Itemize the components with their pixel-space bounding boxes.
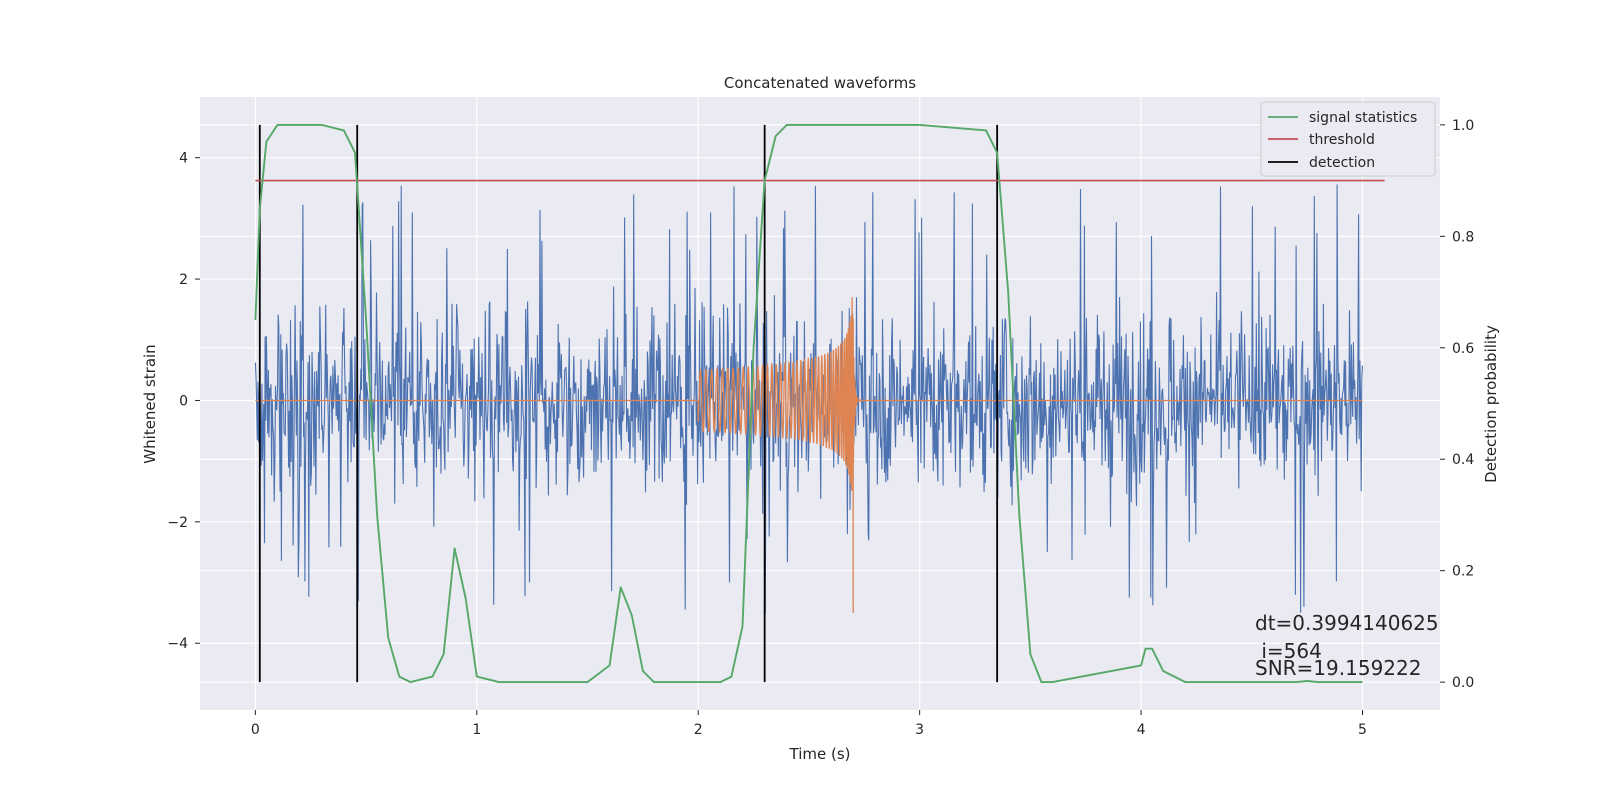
annotation-index: i=564 (1255, 639, 1322, 663)
y-right-tick-label: 0.0 (1452, 675, 1474, 691)
annotation-dt: dt=0.3994140625 (1255, 611, 1439, 635)
y-right-tick-label: 1.0 (1452, 118, 1474, 134)
y-right-tick-label: 0.8 (1452, 229, 1474, 245)
y-tick-label: 0 (179, 393, 188, 409)
x-tick-label: 2 (694, 722, 703, 738)
legend: signal statistics threshold detection (1260, 101, 1436, 177)
y-axis-label: Whitened strain (141, 344, 159, 463)
y-tick-label: 2 (179, 272, 188, 288)
y-right-tick-label: 0.2 (1452, 564, 1474, 580)
y-tick-label: 4 (179, 151, 188, 167)
x-tick-label: 0 (251, 722, 260, 738)
y-right-tick-label: 0.6 (1452, 341, 1474, 357)
signal-statistics-series (254, 123, 1363, 684)
y-right-tick-label: 0.4 (1452, 452, 1474, 468)
x-axis-label: Time (s) (789, 745, 851, 763)
chart-title: Concatenated waveforms (724, 74, 916, 92)
legend-label-threshold: threshold (1309, 132, 1375, 148)
y-tick-label: −2 (167, 515, 188, 531)
template-series (255, 297, 1363, 613)
strain-line (254, 184, 1364, 614)
strain-series (254, 184, 1364, 614)
y-tick-label: −4 (167, 636, 188, 652)
y-axis-right-label: Detection probability (1482, 325, 1500, 483)
legend-label-detection: detection (1309, 155, 1375, 171)
x-tick-label: 3 (915, 722, 924, 738)
detection-lines (258, 124, 999, 683)
x-tick-label: 5 (1358, 722, 1367, 738)
x-tick-label: 4 (1137, 722, 1146, 738)
signal-statistics-line (254, 123, 1363, 684)
x-tick-label: 1 (472, 722, 481, 738)
ticks: 0 1 2 3 4 5 −4 −2 0 2 4 0.0 0.2 0.4 0.6 0.8 1.0 (167, 118, 1474, 738)
legend-label-signal-statistics: signal statistics (1309, 110, 1417, 126)
template-line (255, 297, 1363, 613)
legend-box (1260, 101, 1436, 177)
annotation-snr: SNR=19.159222 (1255, 656, 1421, 680)
